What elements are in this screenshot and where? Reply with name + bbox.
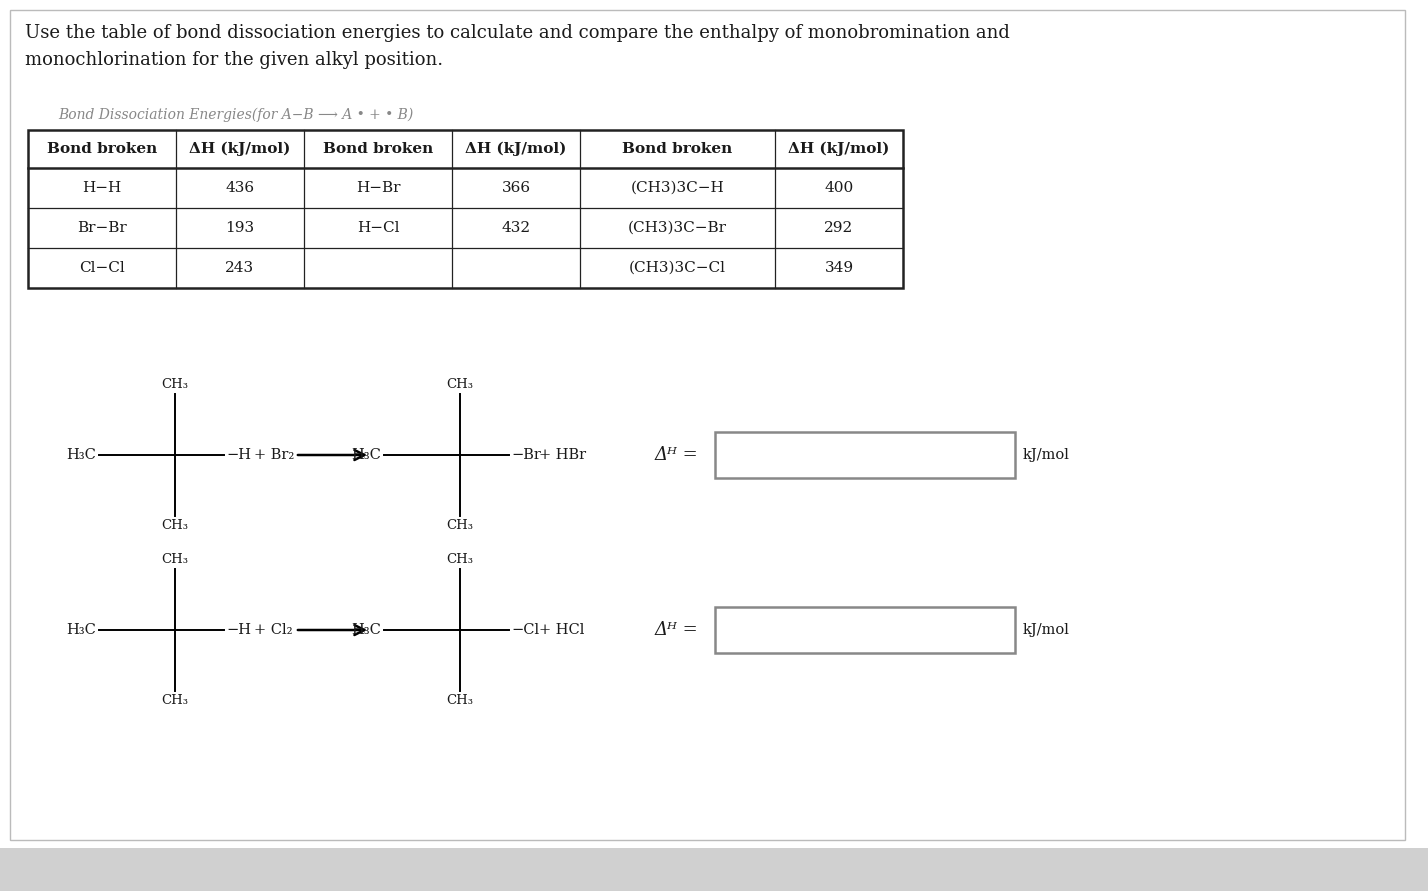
- Text: Bond broken: Bond broken: [623, 142, 733, 156]
- Text: CH₃: CH₃: [447, 553, 474, 566]
- Text: kJ/mol: kJ/mol: [1022, 623, 1070, 637]
- Text: 349: 349: [824, 261, 854, 275]
- Text: ΔH (kJ/mol): ΔH (kJ/mol): [190, 142, 291, 156]
- Bar: [715, 607, 1015, 653]
- Text: Cl−Cl: Cl−Cl: [79, 261, 124, 275]
- Text: H₃C: H₃C: [351, 448, 381, 462]
- Text: H₃C: H₃C: [66, 623, 96, 637]
- Text: (CH3)3C−Br: (CH3)3C−Br: [628, 221, 727, 235]
- Text: Bond Dissociation Energies(for A−B ⟶ A • + • B): Bond Dissociation Energies(for A−B ⟶ A •…: [59, 108, 413, 122]
- Text: Δᴴ =: Δᴴ =: [655, 446, 698, 464]
- Text: Use the table of bond dissociation energies to calculate and compare the enthalp: Use the table of bond dissociation energ…: [26, 24, 1010, 69]
- Text: CH₃: CH₃: [161, 694, 188, 707]
- Text: H₃C: H₃C: [66, 448, 96, 462]
- Text: Bond broken: Bond broken: [47, 142, 157, 156]
- Text: H−H: H−H: [83, 181, 121, 195]
- Text: 366: 366: [501, 181, 531, 195]
- Text: −H: −H: [227, 448, 251, 462]
- Text: kJ/mol: kJ/mol: [1022, 448, 1070, 462]
- Text: (CH3)3C−Cl: (CH3)3C−Cl: [628, 261, 725, 275]
- Text: 436: 436: [226, 181, 254, 195]
- Bar: [29, 130, 902, 288]
- Text: 243: 243: [226, 261, 254, 275]
- Text: 292: 292: [824, 221, 854, 235]
- Text: (CH3)3C−H: (CH3)3C−H: [631, 181, 724, 195]
- Text: CH₃: CH₃: [447, 694, 474, 707]
- Text: CH₃: CH₃: [161, 519, 188, 532]
- Text: + Cl₂: + Cl₂: [254, 623, 293, 637]
- Text: −Cl: −Cl: [511, 623, 540, 637]
- Text: 193: 193: [226, 221, 254, 235]
- Text: H−Cl: H−Cl: [357, 221, 400, 235]
- Text: 432: 432: [501, 221, 531, 235]
- Text: ΔH (kJ/mol): ΔH (kJ/mol): [466, 142, 567, 156]
- Text: + HBr: + HBr: [540, 448, 587, 462]
- Text: CH₃: CH₃: [447, 519, 474, 532]
- Text: + Br₂: + Br₂: [254, 448, 294, 462]
- Text: H−Br: H−Br: [356, 181, 400, 195]
- Bar: [0, 848, 1428, 891]
- Text: Δᴴ =: Δᴴ =: [655, 621, 698, 639]
- Text: CH₃: CH₃: [161, 553, 188, 566]
- Text: CH₃: CH₃: [447, 378, 474, 391]
- Text: + HCl: + HCl: [540, 623, 585, 637]
- Text: 400: 400: [824, 181, 854, 195]
- Text: H₃C: H₃C: [351, 623, 381, 637]
- Text: ΔH (kJ/mol): ΔH (kJ/mol): [788, 142, 890, 156]
- Text: −Br: −Br: [511, 448, 541, 462]
- Text: Bond broken: Bond broken: [323, 142, 433, 156]
- Bar: [715, 432, 1015, 478]
- Text: Br−Br: Br−Br: [77, 221, 127, 235]
- Text: −H: −H: [227, 623, 251, 637]
- Text: CH₃: CH₃: [161, 378, 188, 391]
